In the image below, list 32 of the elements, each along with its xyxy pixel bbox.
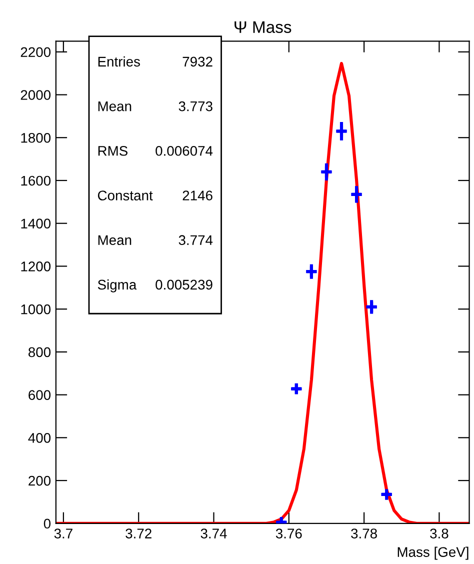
y-tick-label: 2200 xyxy=(20,47,51,58)
annotation: 3.774 xyxy=(178,235,213,246)
x-tick-label: 3.72 xyxy=(126,528,152,538)
y-tick-label: 400 xyxy=(28,433,51,443)
annotation: Mean xyxy=(98,235,132,246)
x-tick-label: 3.7 xyxy=(54,528,72,538)
y-tick-label: 2000 xyxy=(20,90,51,100)
annotation: Constant xyxy=(98,190,153,200)
x-tick-label: 3.78 xyxy=(351,528,377,538)
annotation: Sigma xyxy=(98,279,137,292)
annotation: 0.006074 xyxy=(156,146,213,156)
chart-title: Ψ Mass xyxy=(234,21,292,34)
y-tick-label: 1600 xyxy=(21,176,51,186)
annotation: Entries xyxy=(98,56,140,67)
y-tick-label: 200 xyxy=(28,476,51,486)
y-tick-label: 1400 xyxy=(21,218,51,229)
annotation: 7932 xyxy=(182,56,212,67)
x-tick-label: 3.8 xyxy=(430,528,448,538)
y-tick-label: 0 xyxy=(44,518,51,529)
y-tick-label: 1800 xyxy=(21,132,51,143)
x-tick-label: 3.74 xyxy=(200,528,227,538)
x-axis-title: Mass [GeV] xyxy=(398,546,468,560)
y-tick-label: 600 xyxy=(28,390,51,400)
annotation: 2146 xyxy=(182,190,212,200)
annotation: 0.005239 xyxy=(156,280,212,290)
annotation: RMS xyxy=(98,146,128,156)
y-tick-label: 1200 xyxy=(21,262,51,272)
y-tick-label: 1000 xyxy=(21,304,51,314)
annotation: 3.773 xyxy=(178,101,212,112)
annotation: Mean xyxy=(98,102,132,112)
y-tick-label: 800 xyxy=(28,347,51,358)
x-tick-label: 3.76 xyxy=(276,528,302,538)
